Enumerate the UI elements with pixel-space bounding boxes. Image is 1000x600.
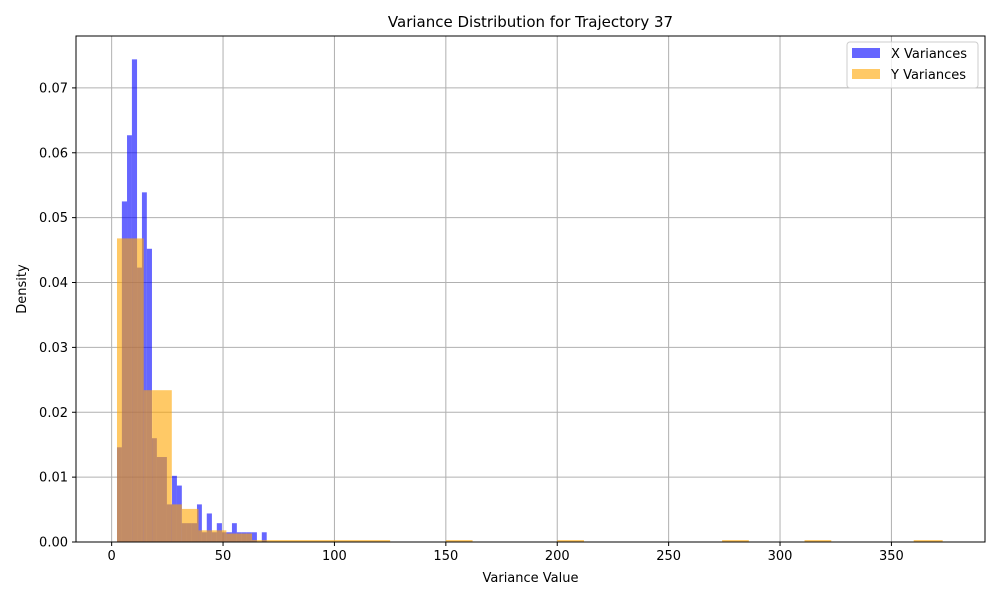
y-tick-label: 0.07 — [39, 81, 68, 96]
bar-y-variances — [133, 238, 144, 542]
bar-y-variances — [212, 530, 226, 542]
legend-swatch-y-variances — [852, 69, 880, 79]
y-tick-label: 0.03 — [39, 341, 68, 356]
x-tick-label: 300 — [768, 549, 793, 564]
y-tick-label: 0.01 — [39, 471, 68, 486]
y-tick-label: 0.04 — [39, 276, 68, 291]
legend-swatch-x-variances — [852, 48, 880, 58]
bar-y-variances — [153, 390, 172, 542]
y-tick-label: 0.05 — [39, 211, 68, 226]
plot-area — [76, 36, 985, 542]
legend-label-y-variances: Y Variances — [890, 68, 966, 83]
bar-y-variances — [144, 390, 153, 542]
x-tick-label: 200 — [545, 549, 570, 564]
bar-y-variances — [226, 534, 252, 542]
x-tick-label: 250 — [656, 549, 681, 564]
bar-y-variances — [117, 238, 133, 542]
x-tick-label: 100 — [322, 549, 347, 564]
bar-y-variances — [199, 530, 212, 542]
bar-y-variances — [182, 509, 199, 542]
legend-label-x-variances: X Variances — [891, 47, 967, 62]
y-tick-label: 0.02 — [39, 406, 68, 421]
chart-title: Variance Distribution for Trajectory 37 — [388, 13, 673, 31]
x-tick-label: 0 — [108, 549, 116, 564]
y-tick-label: 0.00 — [39, 536, 68, 551]
bar-y-variances — [172, 504, 182, 542]
legend: X Variances Y Variances — [847, 42, 978, 88]
x-axis-label: Variance Value — [483, 571, 579, 586]
y-tick-label: 0.06 — [39, 146, 68, 161]
x-tick-label: 150 — [433, 549, 458, 564]
x-tick-label: 50 — [215, 549, 232, 564]
x-tick-label: 350 — [879, 549, 904, 564]
y-axis-label: Density — [15, 264, 30, 314]
